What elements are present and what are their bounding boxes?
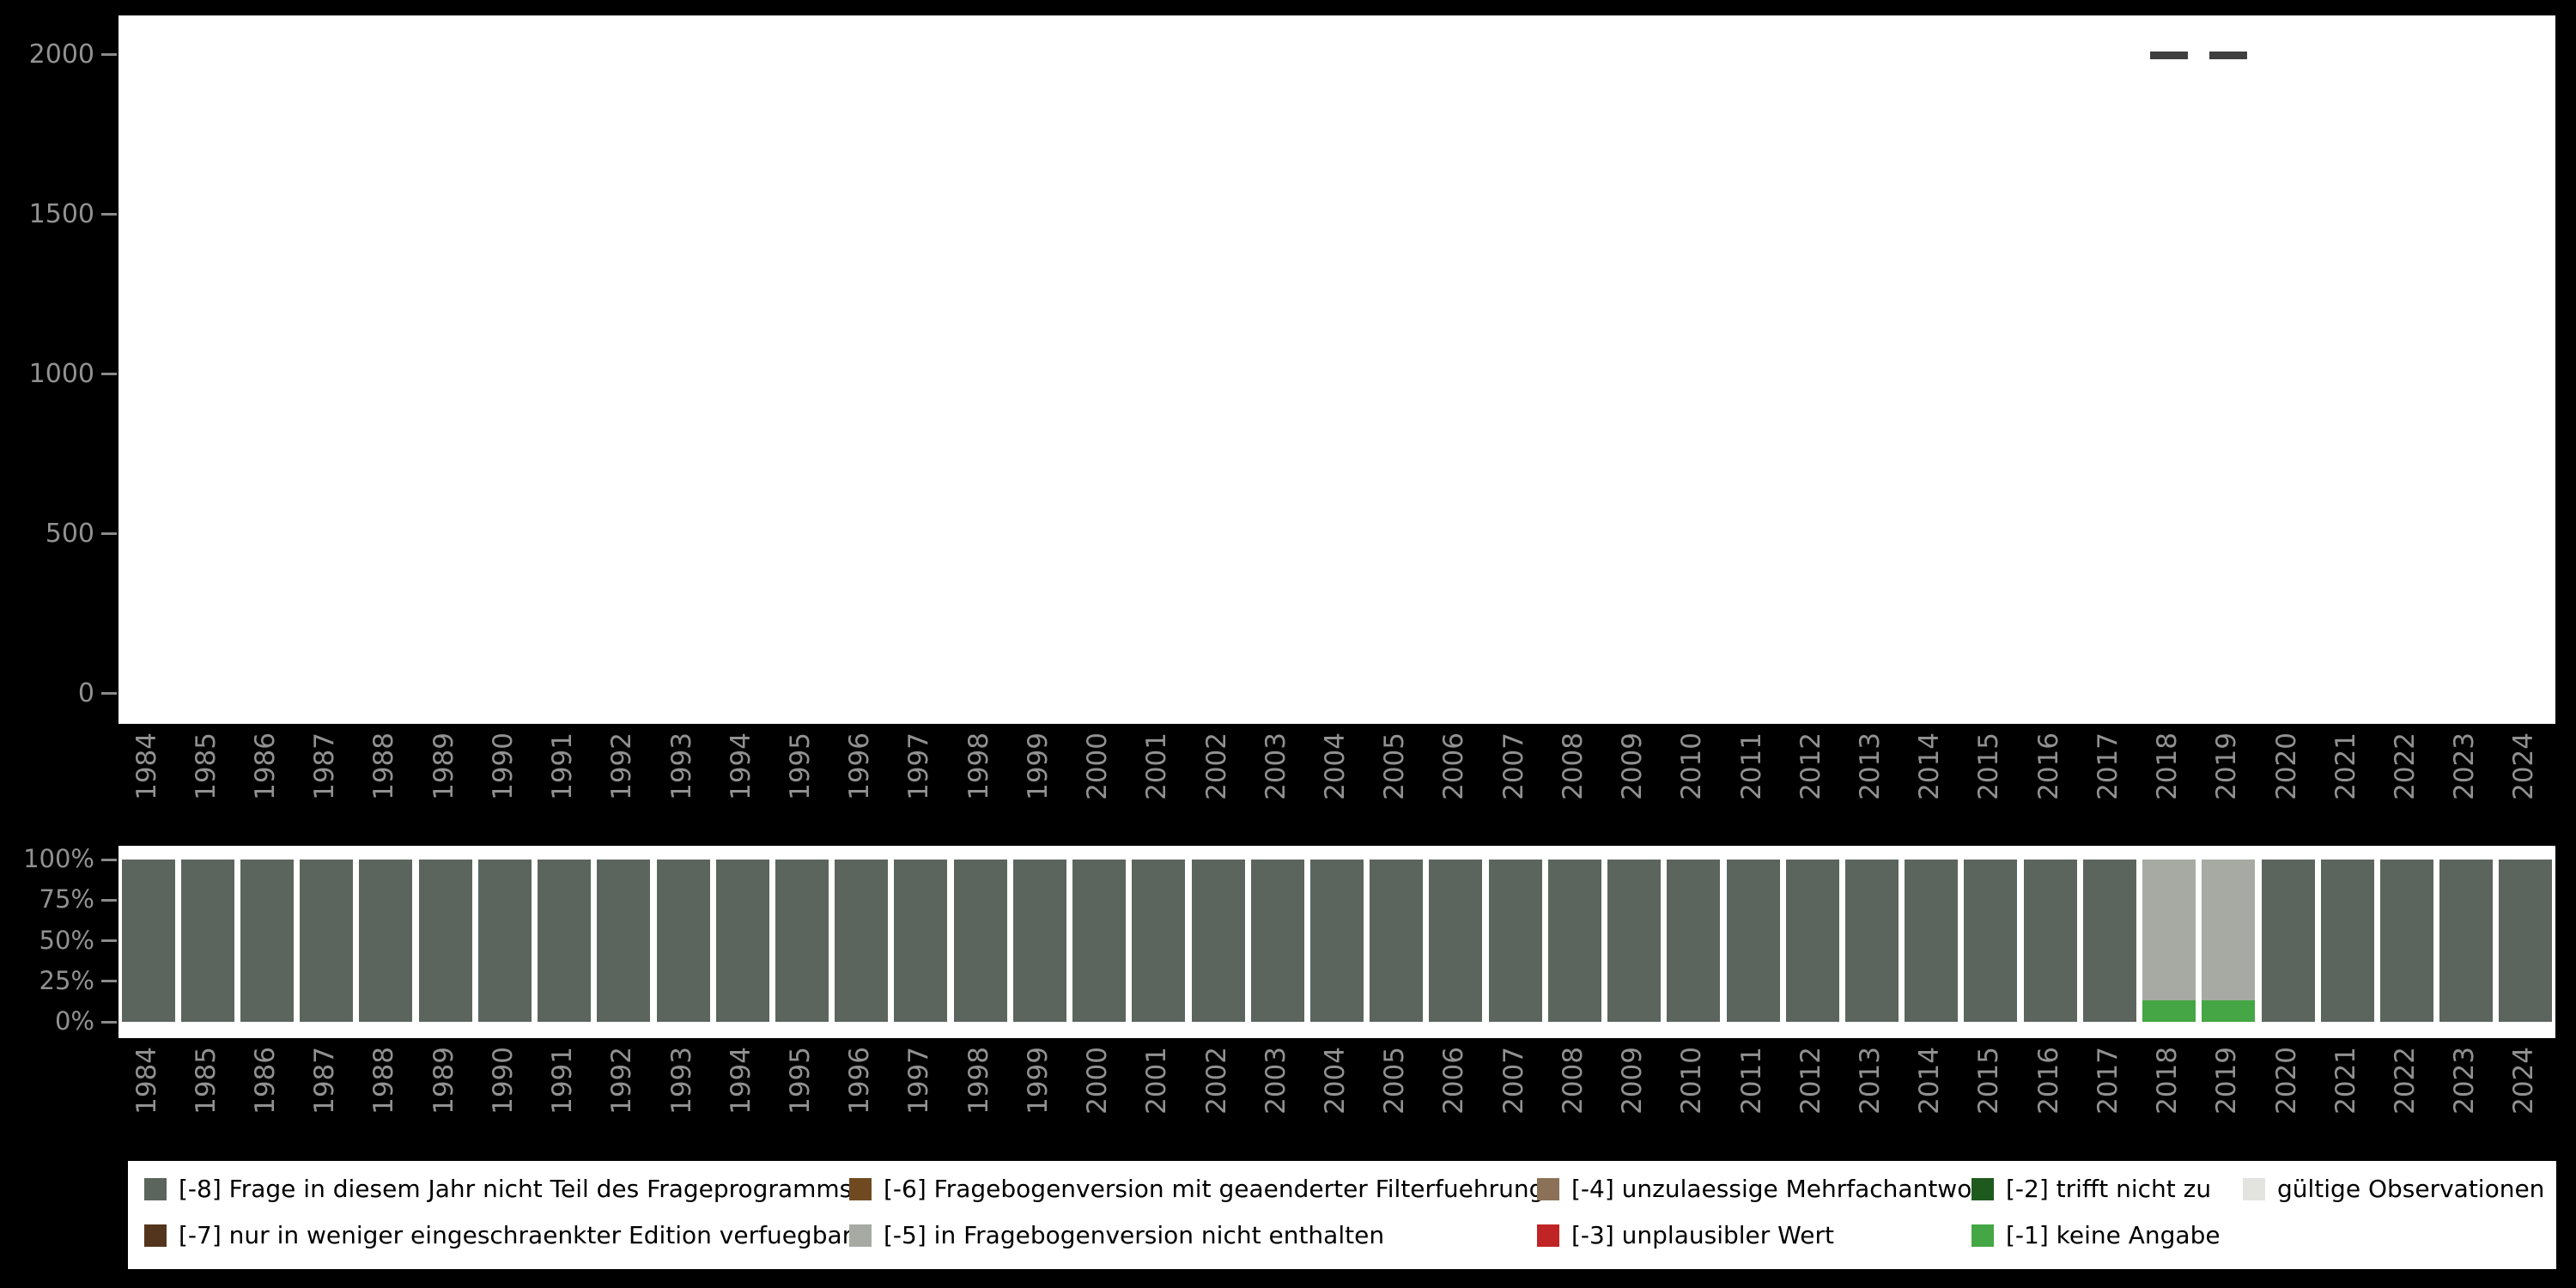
bar-segment [477,860,532,1022]
bar-segment [1726,860,1780,1022]
observation-range-marker [2209,52,2248,60]
legend-swatch-m2 [1971,1178,1994,1200]
bar-segment [597,860,651,1022]
bar-segment [180,860,234,1022]
bar-segment [2379,860,2433,1022]
y-tick-label: 0% [54,1006,94,1036]
legend-label-m2: [-2] trifft nicht zu [2006,1175,2212,1203]
y-tick-label: 100% [23,844,94,874]
bar-segment [121,860,175,1022]
bar-segment [2202,1000,2256,1022]
y-tick-mark [101,980,117,983]
y-tick-mark [101,1020,117,1024]
y-tick-mark [101,52,117,56]
bar-segment [1964,860,2018,1022]
y-tick-label: 500 [45,518,94,549]
legend-swatch-m7 [144,1224,167,1247]
y-tick-mark [101,212,117,216]
bar-segment [1785,860,1839,1022]
y-tick-mark [101,898,117,902]
bar-segment [1429,860,1483,1022]
y-tick-label: 0 [77,677,94,708]
y-tick-mark [101,372,117,375]
bar-segment [1488,860,1542,1022]
bar-segment [1310,860,1364,1022]
legend-label-m4: [-4] unzulaessige Mehrfachantwort [1571,1175,1991,1203]
bar-segment [2439,860,2494,1022]
bar-segment [418,860,472,1022]
y-tick-label: 75% [39,884,94,914]
bar-segment [2499,860,2553,1022]
bar-segment [2142,1000,2196,1022]
legend-label-m6: [-6] Fragebogenversion mit geaenderter F… [884,1175,1545,1203]
bar-segment [1072,860,1127,1022]
bar-segment [1905,860,1959,1022]
y-tick-label: 1000 [28,358,94,389]
legend-label-m5: [-5] in Fragebogenversion nicht enthalte… [884,1221,1385,1249]
legend-label-valid: gültige Observationen [2277,1175,2545,1203]
bar-segment [300,860,354,1022]
bar-segment [2082,860,2136,1022]
y-tick-label: 2000 [28,39,94,70]
bar-segment [2261,860,2315,1022]
y-tick-mark [101,691,117,695]
bar-segment [715,860,769,1022]
y-tick-label: 1500 [28,198,94,229]
bar-segment [2320,860,2374,1022]
bar-segment [2142,860,2196,1001]
bar-segment [835,860,889,1022]
bar-segment [1191,860,1245,1022]
bar-segment [953,860,1007,1022]
legend-label-m8: [-8] Frage in diesem Jahr nicht Teil des… [179,1175,853,1203]
legend-swatch-m1 [1971,1224,1994,1247]
legend-label-m1: [-1] keine Angabe [2006,1221,2221,1249]
legend-swatch-valid [2243,1178,2265,1200]
bar-segment [1607,860,1662,1022]
legend-swatch-m3 [1537,1224,1559,1247]
bar-segment [656,860,710,1022]
bar-segment [775,860,829,1022]
legend-swatch-m8 [144,1178,167,1200]
legend-swatch-m5 [849,1224,872,1247]
y-tick-mark [101,939,117,942]
bar-segment [1667,860,1721,1022]
legend-label-m3: [-3] unplausibler Wert [1571,1221,1834,1249]
legend-swatch-m4 [1537,1178,1559,1200]
bar-segment [359,860,413,1022]
observation-range-marker [2150,52,2189,60]
bar-segment [1012,860,1066,1022]
bar-segment [1370,860,1424,1022]
y-tick-mark [101,532,117,535]
bar-segment [240,860,295,1022]
bar-segment [1132,860,1186,1022]
bar-segment [1844,860,1899,1022]
legend-swatch-m6 [849,1178,872,1200]
legend-label-m7: [-7] nur in weniger eingeschraenkter Edi… [179,1221,853,1249]
y-tick-label: 50% [39,925,94,955]
bar-segment [2023,860,2077,1022]
bar-segment [538,860,592,1022]
legend-box: [-8] Frage in diesem Jahr nicht Teil des… [128,1161,2556,1269]
bar-segment [1250,860,1304,1022]
top-chart-plot-area [118,15,2555,724]
bar-segment [2202,860,2256,1001]
bar-segment [1547,860,1601,1022]
y-tick-label: 25% [39,965,94,995]
y-tick-mark [101,858,117,861]
bar-segment [894,860,948,1022]
